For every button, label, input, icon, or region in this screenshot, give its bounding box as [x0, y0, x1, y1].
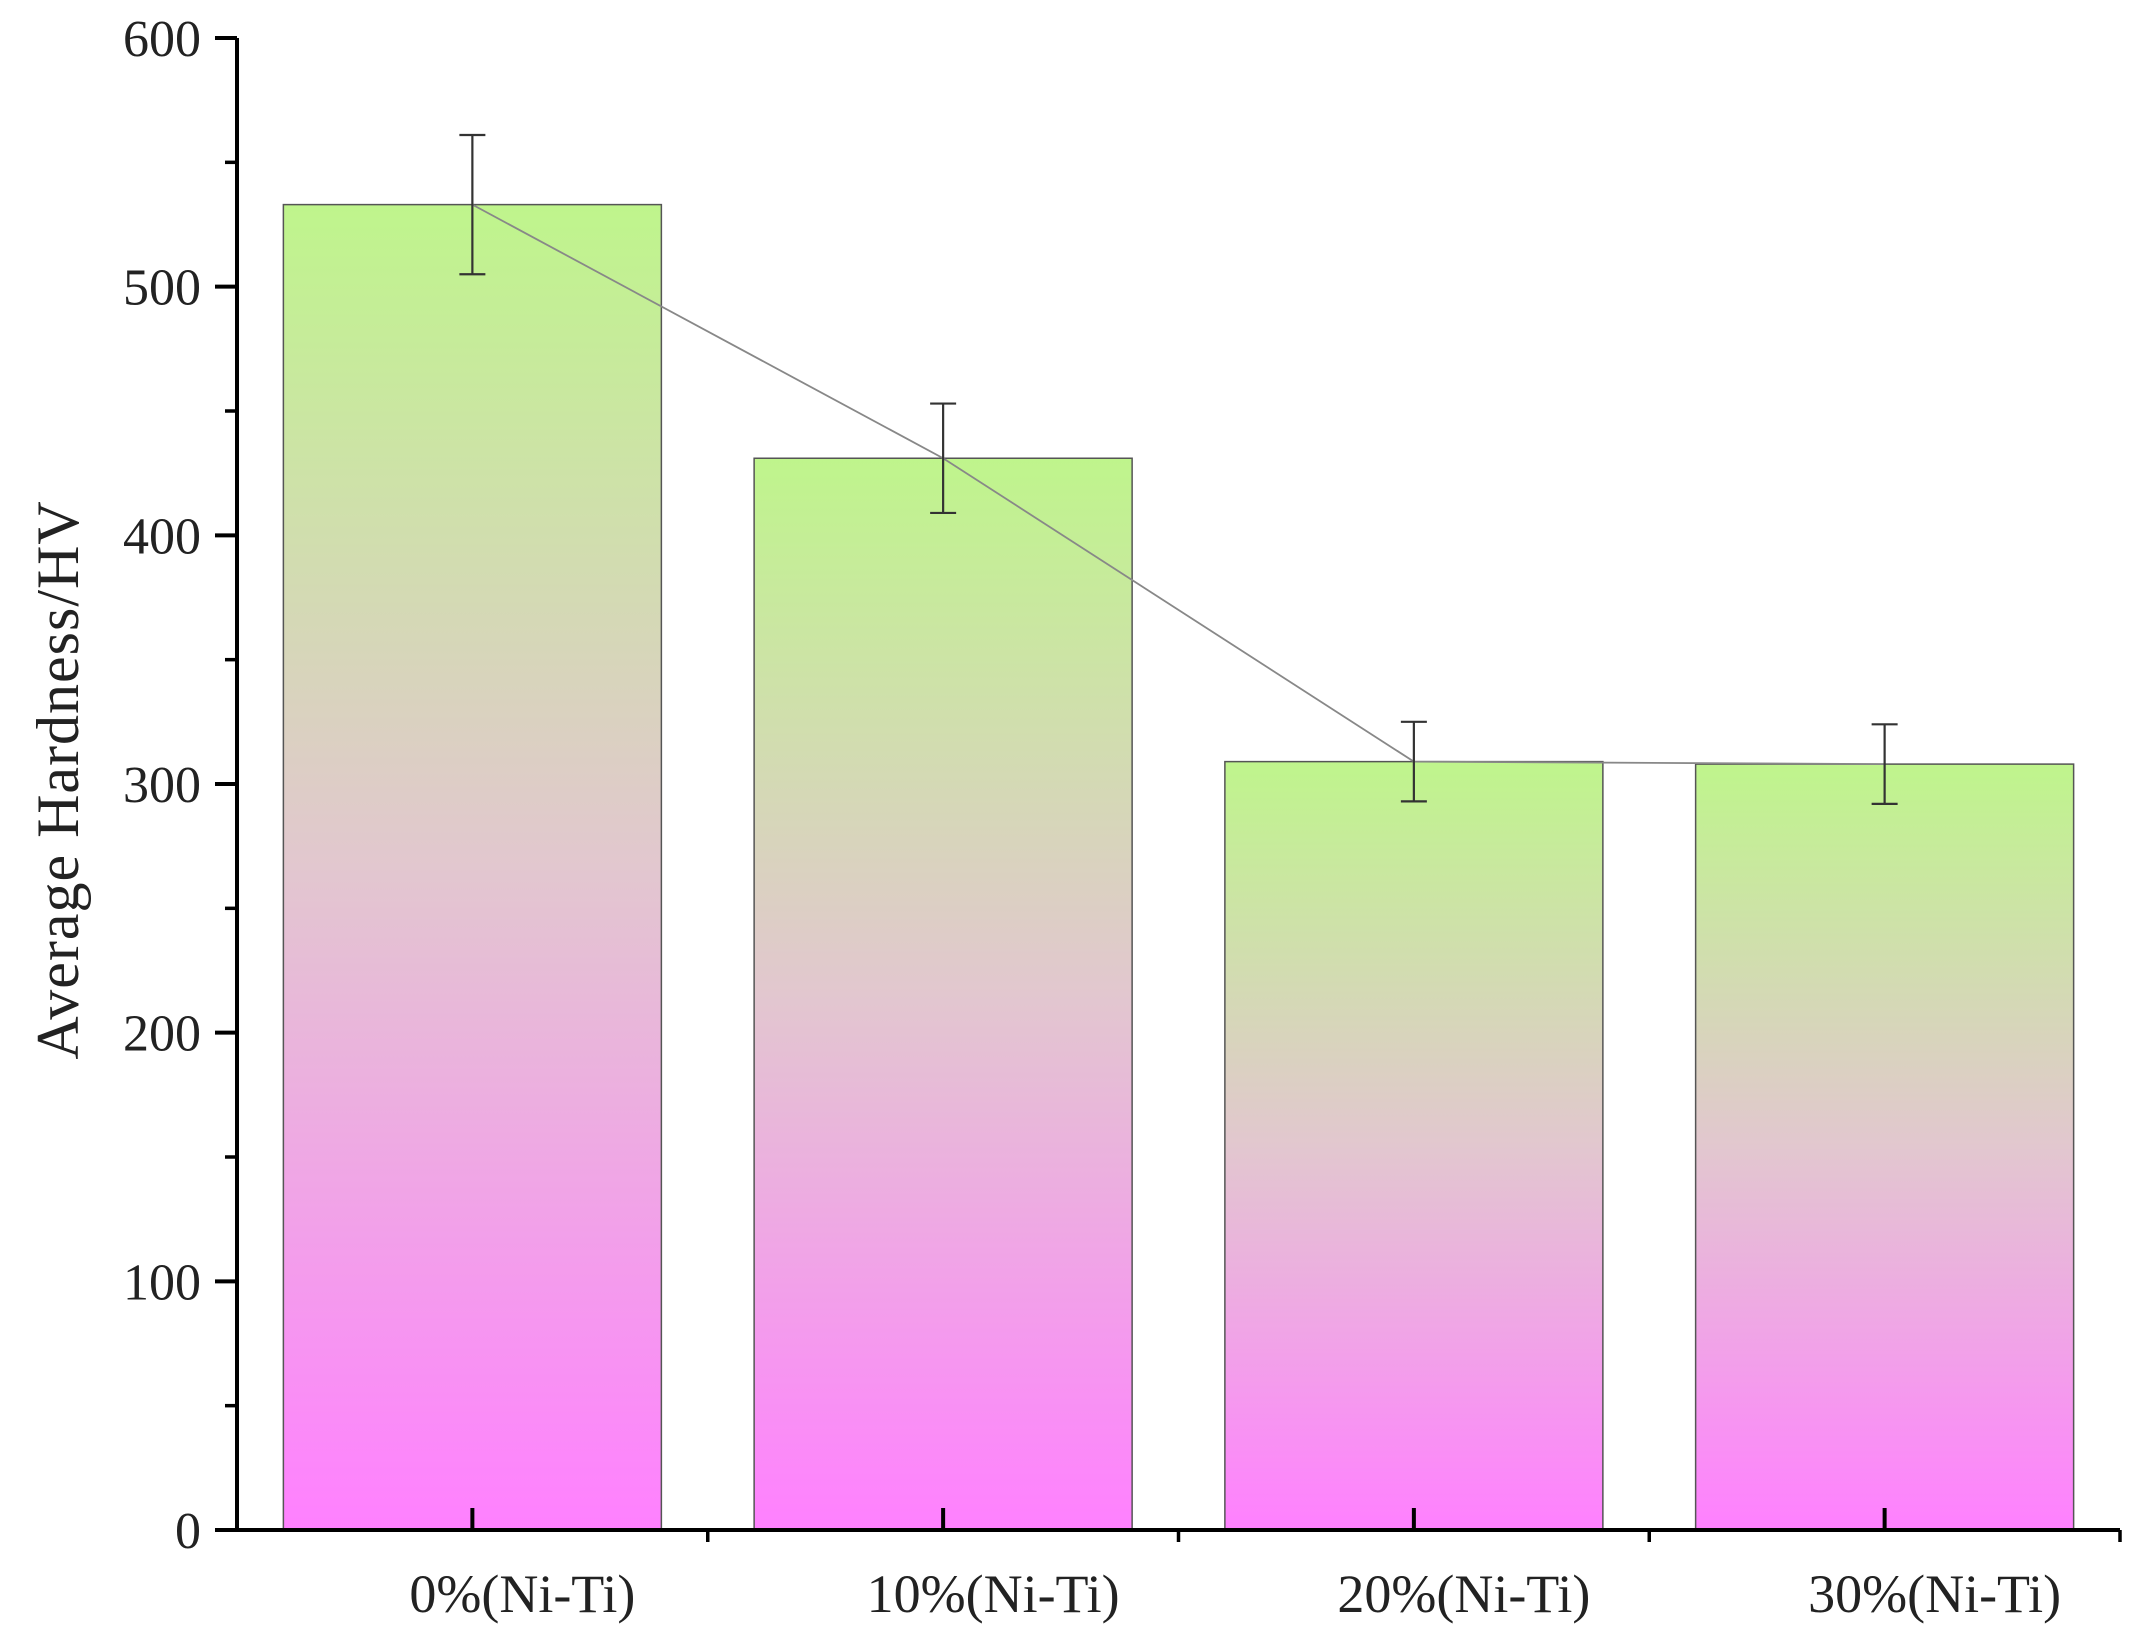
bar-1 — [753, 457, 1133, 1531]
y-tick-label-300: 300 — [123, 757, 201, 814]
x-tick-label-2: 20%(Ni-Ti) — [1337, 1564, 1590, 1624]
bar-2 — [1224, 760, 1604, 1531]
y-tick-label-200: 200 — [123, 1006, 201, 1063]
x-tick-label-3: 30%(Ni-Ti) — [1808, 1564, 2061, 1624]
bar-3 — [1694, 763, 2075, 1531]
y-tick-label-400: 400 — [123, 508, 201, 565]
y-tick-label-600: 600 — [123, 11, 201, 68]
axis-layer: 0 100 200 300 400 500 600 0%(Ni-Ti) 10%(Ni-Ti) 20… — [123, 11, 2122, 1624]
trend-layer — [471, 203, 1885, 766]
bars-layer — [282, 203, 2075, 1531]
error-bar-0 — [459, 133, 486, 276]
y-axis-title: Average Hardness/HV — [25, 500, 91, 1059]
bar-0 — [282, 203, 663, 1531]
error-bar-2 — [1400, 720, 1427, 803]
x-tick-label-0: 0%(Ni-Ti) — [409, 1564, 635, 1624]
trend-line — [471, 203, 1885, 766]
y-tick-label-0: 0 — [175, 1503, 201, 1560]
error-bar-3 — [1871, 723, 1898, 805]
y-tick-label-100: 100 — [123, 1254, 201, 1311]
x-tick-label-1: 10%(Ni-Ti) — [867, 1564, 1120, 1624]
error-layer — [459, 133, 1898, 805]
error-bar-1 — [930, 402, 957, 515]
y-tick-label-500: 500 — [123, 260, 201, 317]
